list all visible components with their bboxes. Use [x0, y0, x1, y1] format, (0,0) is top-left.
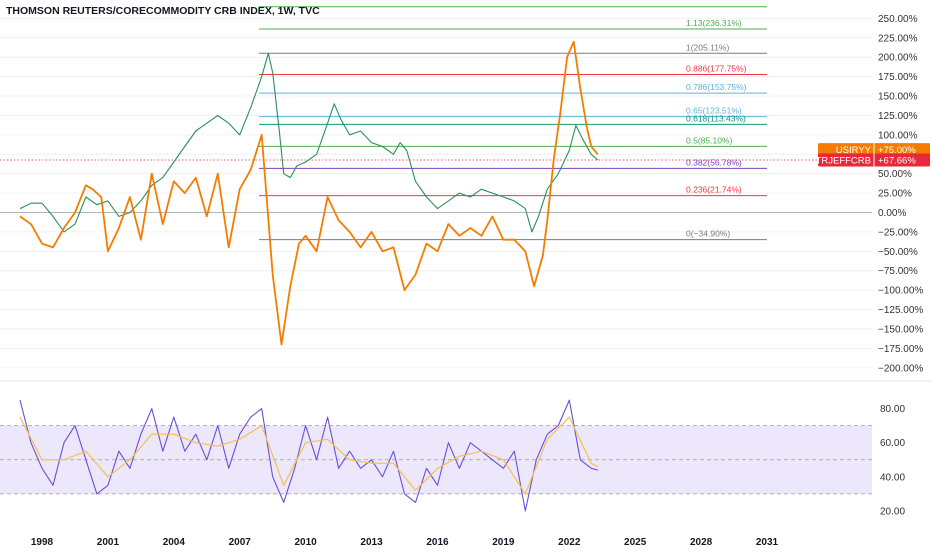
- y-tick-label: −25.00%: [878, 227, 918, 238]
- x-tick-label: 2019: [492, 537, 515, 548]
- main-price-axis: 250.00% 225.00% 200.00% 175.00% 150.00% 125.0…: [878, 14, 923, 374]
- fib-level-label: 0.65(123.51%): [686, 106, 742, 116]
- price-badge-value: +75.00%: [878, 145, 916, 156]
- series-line-usiryy: [19, 40, 599, 346]
- price-badges: USIRYY +75.00% TRJEFFCRB +67.66%: [816, 143, 930, 167]
- fib-level-label: 0.5(85.10%): [686, 135, 732, 145]
- fib-level-label: 0.382(56.78%): [686, 157, 742, 167]
- fib-level-label: 0.886(177.75%): [686, 63, 747, 73]
- rsi-ma-line: [19, 416, 599, 495]
- x-tick-label: 2004: [163, 537, 186, 548]
- rsi-tick-label: 60.00: [880, 438, 905, 449]
- y-tick-label: −125.00%: [878, 305, 923, 316]
- chart-title: THOMSON REUTERS/CORECOMMODITY CRB INDEX,…: [6, 5, 320, 17]
- y-tick-label: −50.00%: [878, 247, 918, 258]
- rsi-tick-label: 20.00: [880, 506, 905, 517]
- x-tick-label: 2022: [558, 537, 581, 548]
- y-tick-label: 225.00%: [878, 33, 918, 44]
- fib-level-label: 1.13(236.31%): [686, 18, 742, 28]
- y-tick-label: −200.00%: [878, 363, 923, 374]
- y-tick-label: 125.00%: [878, 111, 918, 122]
- y-tick-label: 175.00%: [878, 72, 918, 83]
- price-badge: TRJEFFCRB +67.66%: [816, 153, 930, 167]
- price-badge: USIRYY +75.00%: [818, 143, 930, 157]
- y-tick-label: 100.00%: [878, 130, 918, 141]
- series-line-trjeffcrb: [19, 52, 599, 233]
- y-tick-label: 250.00%: [878, 14, 918, 25]
- time-axis: 1998 2001 2004 2007 2010 2013 2016 2019 2022 2025…: [31, 537, 779, 548]
- fib-level-label: 0(−34.90%): [686, 229, 730, 239]
- x-tick-label: 2010: [295, 537, 318, 548]
- fib-level-label: 1(205.11%): [686, 42, 729, 52]
- rsi-tick-label: 40.00: [880, 472, 905, 483]
- y-tick-label: 25.00%: [878, 189, 912, 200]
- y-tick-label: 150.00%: [878, 92, 918, 103]
- rsi-line: [19, 399, 598, 512]
- x-tick-label: 2025: [624, 537, 647, 548]
- y-tick-label: 200.00%: [878, 53, 918, 64]
- fib-level-label: 0.618(113.43%): [686, 113, 746, 123]
- y-tick-label: 0.00%: [878, 208, 906, 219]
- y-tick-label: −175.00%: [878, 344, 923, 355]
- price-badge-value: +67.66%: [878, 155, 916, 166]
- x-tick-label: 2031: [756, 537, 779, 548]
- price-badge-name: USIRYY: [836, 145, 872, 156]
- x-tick-label: 2007: [229, 537, 252, 548]
- fib-level-label: 0.236(21.74%): [686, 185, 742, 195]
- rsi-axis: 80.00 60.00 40.00 20.00: [880, 404, 905, 517]
- fib-level-label: 0.786(153.75%): [686, 82, 747, 92]
- rsi-series: [19, 399, 599, 512]
- y-tick-label: 50.00%: [878, 169, 912, 180]
- rsi-tick-label: 80.00: [880, 404, 905, 415]
- y-tick-label: −100.00%: [878, 286, 923, 297]
- x-tick-label: 2001: [97, 537, 120, 548]
- y-tick-label: −150.00%: [878, 324, 923, 335]
- x-tick-label: 2028: [690, 537, 713, 548]
- x-tick-label: 2013: [360, 537, 383, 548]
- x-tick-label: 2016: [426, 537, 449, 548]
- x-tick-label: 1998: [31, 537, 54, 548]
- y-tick-label: −75.00%: [878, 266, 918, 277]
- price-badge-name: TRJEFFCRB: [816, 155, 871, 166]
- main-series: [0, 40, 872, 346]
- fibonacci-levels: 1.13(236.31%) 1(205.11%) 0.886(177.75%) 0.7…: [259, 6, 767, 241]
